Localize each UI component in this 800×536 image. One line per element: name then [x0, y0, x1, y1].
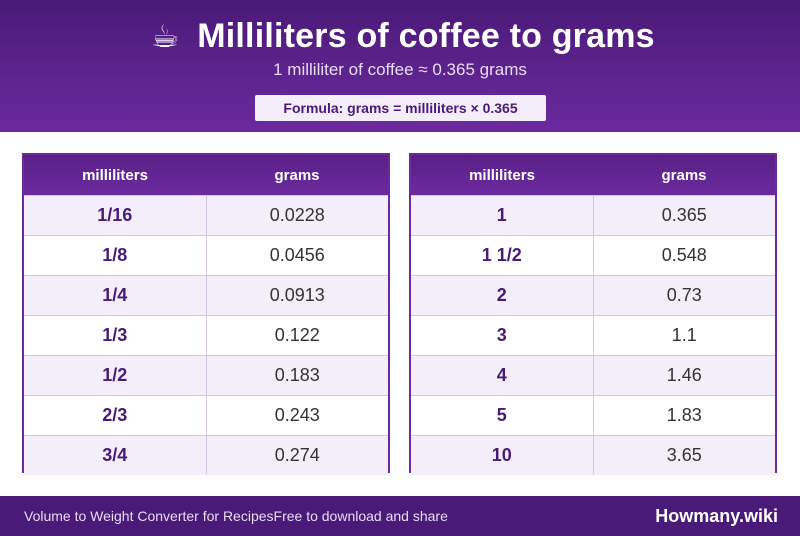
milliliters-cell: 1/4 [24, 276, 207, 315]
milliliters-cell: 1 [411, 196, 594, 235]
table-row: 1/16 0.0228 [24, 195, 388, 235]
grams-cell: 3.65 [666, 445, 702, 465]
table-body: 1/16 0.0228 1/8 0.0456 1/4 0.0913 1/3 0.122 … [24, 195, 388, 475]
conversion-table-left: milliliters grams 1/16 0.0228 1/8 0.0456 1… [22, 153, 390, 475]
grams-cell: 0.73 [666, 285, 702, 305]
grams-cell: 1.83 [666, 405, 702, 425]
grams-cell: 0.0228 [269, 205, 325, 225]
table-row: 10 3.65 [411, 435, 775, 475]
grams-cell: 0.122 [274, 325, 320, 345]
grams-cell: 0.274 [274, 445, 320, 465]
table-row: 5 1.83 [411, 395, 775, 435]
grams-cell: 0.0456 [269, 245, 325, 265]
conversion-table-right: milliliters grams 1 0.365 1 1/2 0.548 2 0.7… [409, 153, 777, 475]
column-header-grams: grams [661, 166, 707, 184]
column-header-milliliters: milliliters [82, 166, 148, 184]
table-row: 3/4 0.274 [24, 435, 388, 475]
milliliters-cell: 3/4 [24, 436, 207, 475]
table-row: 2 0.73 [411, 275, 775, 315]
table-row: 1/8 0.0456 [24, 235, 388, 275]
footer-tagline: Volume to Weight Converter for RecipesFr… [24, 508, 448, 524]
milliliters-cell: 1/8 [24, 236, 207, 275]
grams-cell: 0.0913 [269, 285, 325, 305]
milliliters-cell: 2/3 [24, 396, 207, 435]
table-header: milliliters grams [24, 155, 388, 195]
header-banner: ☕ Milliliters of coffee to grams 1 milli… [0, 0, 800, 132]
milliliters-cell: 10 [411, 436, 594, 475]
milliliters-cell: 5 [411, 396, 594, 435]
table-row: 1/4 0.0913 [24, 275, 388, 315]
table-row: 1/3 0.122 [24, 315, 388, 355]
column-header-grams: grams [274, 166, 320, 184]
grams-cell: 0.548 [661, 245, 707, 265]
page-title: Milliliters of coffee to grams [197, 16, 655, 55]
footer-brand: Howmany.wiki [655, 506, 778, 526]
milliliters-cell: 1/16 [24, 196, 207, 235]
page-subtitle: 1 milliliter of coffee ≈ 0.365 grams [273, 60, 527, 79]
grams-cell: 0.183 [274, 365, 320, 385]
grams-cell: 1.46 [666, 365, 702, 385]
milliliters-cell: 1/3 [24, 316, 207, 355]
milliliters-cell: 4 [411, 356, 594, 395]
grams-cell: 1.1 [671, 325, 697, 345]
footer-bar: Volume to Weight Converter for RecipesFr… [0, 496, 800, 536]
milliliters-cell: 2 [411, 276, 594, 315]
grams-cell: 0.365 [661, 205, 707, 225]
formula-badge: Formula: grams = milliliters × 0.365 [255, 95, 546, 121]
title-row: ☕ Milliliters of coffee to grams [0, 14, 800, 58]
table-row: 3 1.1 [411, 315, 775, 355]
milliliters-cell: 3 [411, 316, 594, 355]
table-header: milliliters grams [411, 155, 775, 195]
table-row: 2/3 0.243 [24, 395, 388, 435]
milliliters-cell: 1/2 [24, 356, 207, 395]
table-row: 1/2 0.183 [24, 355, 388, 395]
coffee-cup-icon: ☕ [150, 17, 180, 55]
table-row: 4 1.46 [411, 355, 775, 395]
table-body: 1 0.365 1 1/2 0.548 2 0.73 3 1.1 4 1.46 5 1.83… [411, 195, 775, 475]
grams-cell: 0.243 [274, 405, 320, 425]
column-header-milliliters: milliliters [469, 166, 535, 184]
table-row: 1 0.365 [411, 195, 775, 235]
table-row: 1 1/2 0.548 [411, 235, 775, 275]
milliliters-cell: 1 1/2 [411, 236, 594, 275]
